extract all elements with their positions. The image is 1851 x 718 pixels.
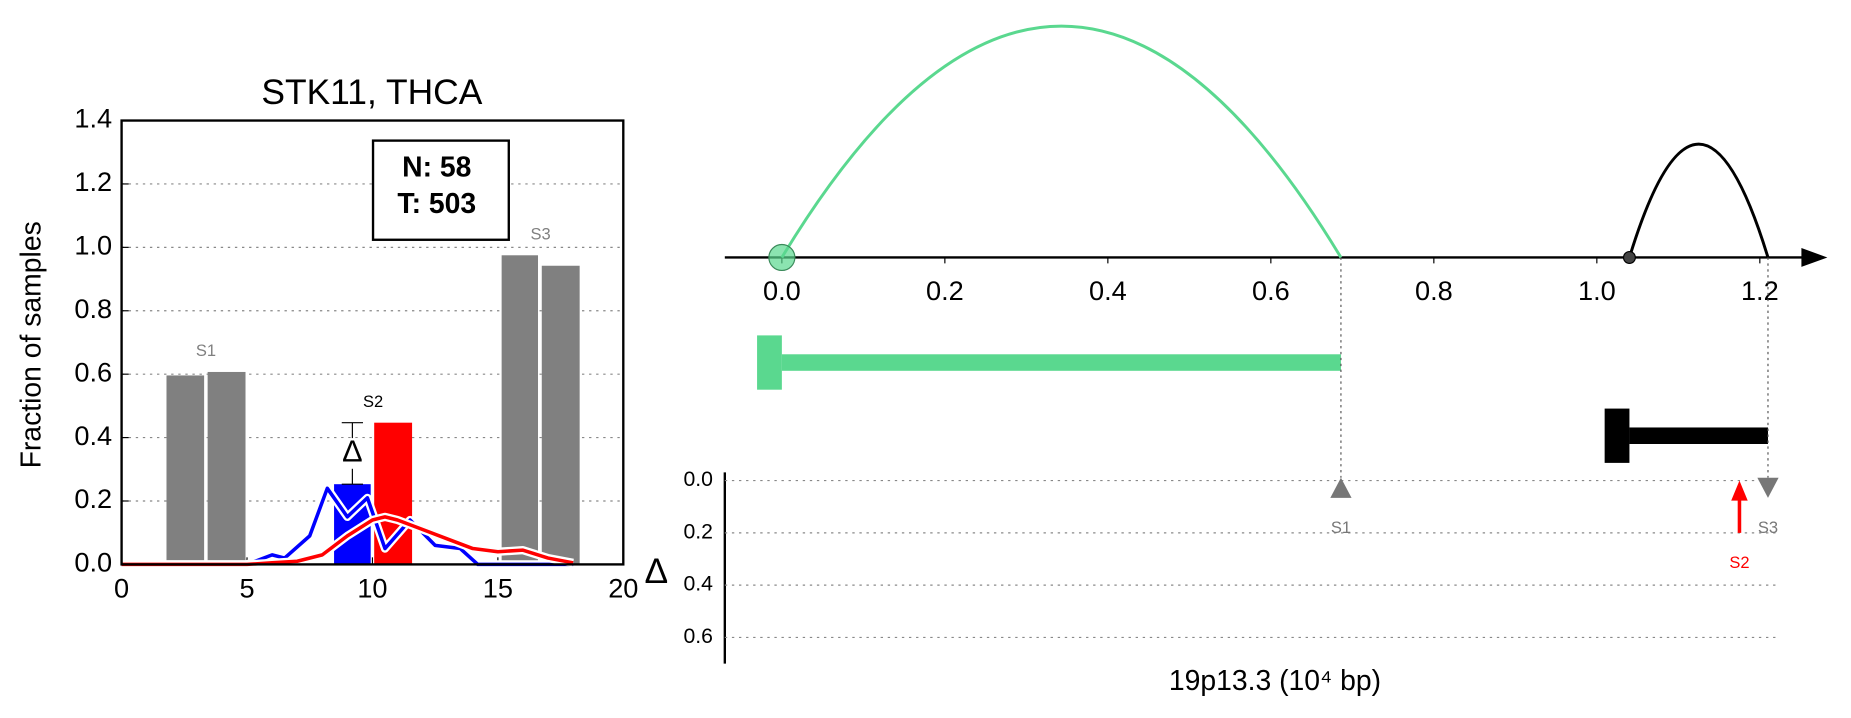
y-tick-label: 1.4 (74, 103, 112, 134)
site-label: S2 (363, 392, 383, 411)
delta-label: Δ (342, 434, 363, 469)
plot-frame (120, 119, 625, 566)
annotation-text: N: 58 (402, 151, 471, 183)
y-tick-label: 0.0 (683, 467, 713, 491)
x-tick-label: 0.4 (1089, 275, 1127, 306)
site-label: S2 (1729, 553, 1749, 572)
y-tick-label: 0.4 (74, 420, 112, 451)
arc-anchor (1622, 250, 1636, 264)
y-tick-label: 0.8 (74, 293, 112, 324)
y-tick-label: 0.6 (683, 624, 713, 648)
transcript (1629, 427, 1768, 444)
y-tick-label: 0.0 (74, 547, 112, 578)
line (121, 486, 574, 567)
x-tick-label: 20 (608, 573, 638, 604)
x-tick-label: 0.6 (1252, 275, 1290, 306)
site-label: S3 (1758, 518, 1778, 537)
annotation-text: T: 503 (397, 188, 476, 220)
y-axis-label: Δ (645, 551, 669, 591)
x-tick-label: 0.8 (1415, 275, 1453, 306)
line (121, 515, 574, 567)
x-tick-label: 5 (239, 573, 254, 604)
site-label: S3 (531, 225, 551, 244)
y-axis-label: Fraction of samples (16, 221, 48, 468)
x-tick-label: 0 (114, 573, 129, 604)
x-tick-label: 1.2 (1741, 275, 1779, 306)
site-label: S1 (196, 341, 216, 360)
y-tick-label: 1.2 (74, 166, 112, 197)
arc (1628, 142, 1770, 258)
chart-title: STK11, THCA (261, 72, 482, 112)
annotation-box (371, 139, 510, 241)
arc-anchor (768, 243, 796, 272)
x-tick-label: 0.2 (926, 275, 964, 306)
bar (207, 371, 246, 565)
transcript-cap (1604, 408, 1630, 463)
x-tick-label: 10 (357, 573, 387, 604)
site-label: S1 (1331, 518, 1351, 537)
y-tick-label: 1.0 (74, 230, 112, 261)
x-axis-label: 19p13.3 (10⁴ bp) (1169, 665, 1381, 697)
x-tick-label: 15 (483, 573, 513, 604)
site-marker (1330, 477, 1352, 498)
y-tick-label: 0.6 (74, 356, 112, 387)
y-tick-label: 0.4 (683, 572, 713, 596)
y-tick-label: 0.2 (74, 483, 112, 514)
delta-bg (340, 438, 365, 469)
bar (166, 375, 205, 565)
transcript (781, 354, 1341, 371)
bar (501, 255, 539, 565)
axis-arrow (1801, 248, 1828, 267)
site-marker (1757, 477, 1779, 498)
arc (780, 24, 1343, 259)
transcript-cap (757, 335, 782, 390)
y-tick-label: 0.2 (683, 519, 713, 543)
bar (541, 265, 580, 565)
x-tick-label: 0.0 (763, 275, 801, 306)
site-arrowhead (1731, 480, 1748, 501)
x-tick-label: 1.0 (1578, 275, 1616, 306)
